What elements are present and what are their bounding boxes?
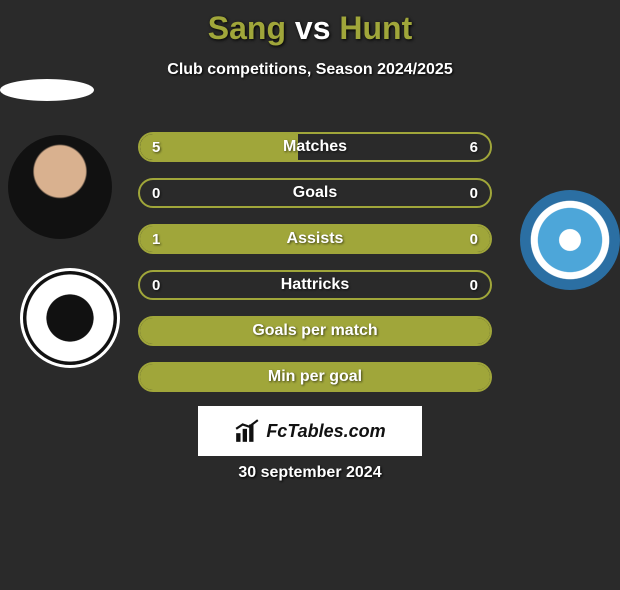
subtitle: Club competitions, Season 2024/2025	[0, 61, 620, 79]
stat-bar: Min per goal	[138, 362, 492, 392]
stat-bar: Hattricks0 0	[138, 270, 492, 300]
stat-bar: Goals0 0	[138, 178, 492, 208]
watermark-text: FcTables.com	[266, 421, 385, 442]
bar-value-left: 0	[152, 272, 160, 298]
stat-bar: Goals per match	[138, 316, 492, 346]
player2-avatar	[0, 79, 94, 101]
bar-value-left: 0	[152, 180, 160, 206]
bar-label: Goals	[140, 180, 490, 206]
bar-label: Matches	[140, 134, 490, 160]
date-label: 30 september 2024	[0, 464, 620, 482]
bar-label: Assists	[140, 226, 490, 252]
bar-value-right: 0	[470, 226, 478, 252]
stat-bars: Matches56Goals00Assists10Hattricks00Goal…	[138, 132, 492, 408]
watermark: FcTables.com	[198, 406, 422, 456]
stat-bar: Assists1 0	[138, 224, 492, 254]
bar-label: Goals per match	[140, 318, 490, 344]
bar-value-left: 1	[152, 226, 160, 252]
bar-value-left: 5	[152, 134, 160, 160]
bar-label: Min per goal	[140, 364, 490, 390]
player1-name: Sang	[208, 10, 286, 46]
player1-avatar	[8, 135, 112, 239]
bar-value-right: 6	[470, 134, 478, 160]
bar-label: Hattricks	[140, 272, 490, 298]
player2-name: Hunt	[339, 10, 412, 46]
player2-club-badge	[520, 190, 620, 290]
comparison-title: Sang vs Hunt	[0, 10, 620, 47]
bar-value-right: 0	[470, 272, 478, 298]
chart-icon	[234, 418, 260, 444]
bar-value-right: 0	[470, 180, 478, 206]
stat-bar: Matches5 6	[138, 132, 492, 162]
title-vs: vs	[295, 10, 331, 46]
player1-club-badge	[20, 268, 120, 368]
